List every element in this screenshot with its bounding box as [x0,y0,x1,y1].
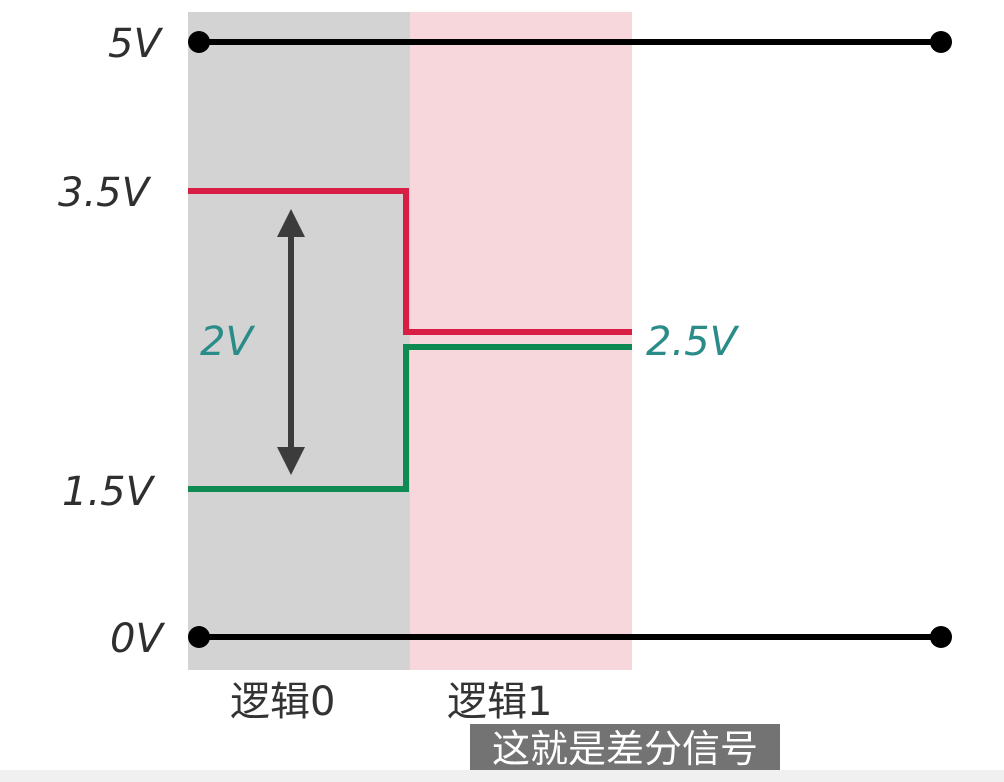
label-0v: 0V [110,616,163,662]
bottom-strip [0,770,1004,782]
logic1-region [410,12,632,670]
rail-5v-left-dot [188,31,210,53]
difference-arrow-down-head [277,447,305,475]
label-2-5v: 2.5V [646,319,737,365]
logic0-region [188,12,410,670]
logic0-label: 逻辑0 [230,679,336,725]
positive-signal-line [188,188,632,335]
rail-5v-right-dot [930,31,952,53]
label-3-5v: 3.5V [58,170,149,216]
negative-signal-line [188,344,632,492]
rail-0v-left-dot [188,626,210,648]
label-2v-difference: 2V [200,319,253,365]
label-1-5v: 1.5V [62,469,153,515]
logic1-label: 逻辑1 [447,679,553,725]
subtitle-caption: 这就是差分信号 [470,724,780,774]
rail-0v-right-dot [930,626,952,648]
label-5v: 5V [108,21,161,67]
difference-arrow-up-head [277,209,305,237]
